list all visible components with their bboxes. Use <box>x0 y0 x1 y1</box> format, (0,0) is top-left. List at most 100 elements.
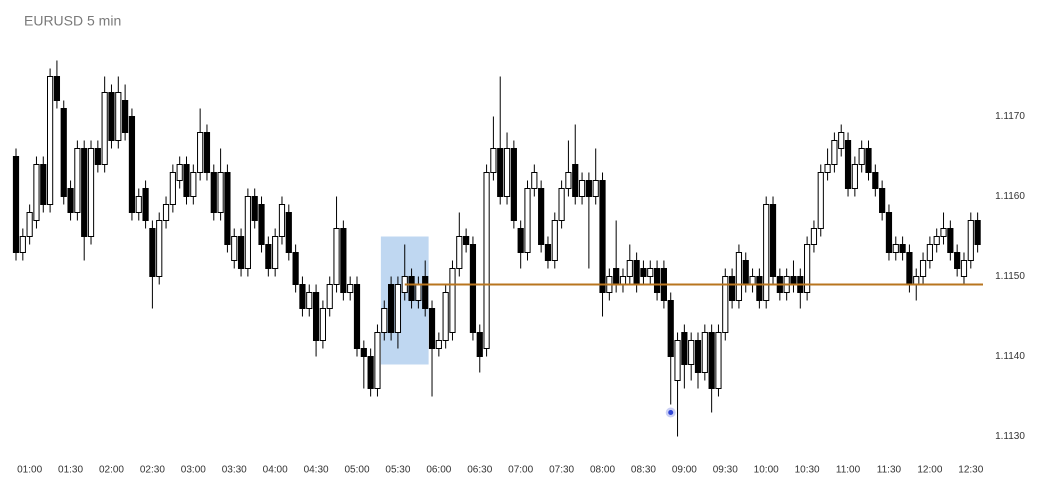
candle-body <box>913 276 920 285</box>
candle-body <box>879 188 886 213</box>
candle-body <box>954 252 961 269</box>
candle-body <box>53 76 61 101</box>
candle-body <box>306 292 313 309</box>
candle-body <box>149 228 156 277</box>
x-tick-label: 05:30 <box>385 465 410 476</box>
candle-body <box>960 260 968 277</box>
candle-body <box>585 180 592 197</box>
x-tick-label: 05:00 <box>344 465 369 476</box>
candle-body <box>674 340 681 381</box>
candle-body <box>162 204 170 221</box>
x-tick-label: 04:30 <box>304 465 329 476</box>
x-tick-label: 07:00 <box>508 465 533 476</box>
candle-body <box>101 92 108 165</box>
x-tick-label: 11:30 <box>877 465 902 476</box>
candle-body <box>415 284 422 301</box>
candle-body <box>251 196 258 221</box>
candle-body <box>722 276 729 333</box>
candle-body <box>858 148 865 165</box>
candle-body <box>81 148 88 237</box>
candle-body <box>299 284 306 309</box>
candle-body <box>906 252 913 285</box>
candle-body <box>872 172 879 189</box>
candle-body <box>115 92 122 141</box>
candle-body <box>19 236 26 253</box>
candle-body <box>231 236 238 261</box>
candle-body <box>756 276 763 301</box>
candle-body <box>810 228 818 245</box>
x-tick-label: 08:00 <box>590 465 615 476</box>
candle-body <box>538 188 545 245</box>
candle-body <box>224 172 231 245</box>
candle-body <box>694 340 702 373</box>
y-tick-label: 1.1150 <box>995 271 1025 282</box>
candle-body <box>197 132 204 173</box>
candle-body <box>749 276 756 285</box>
candle-body <box>108 92 115 141</box>
candle-body <box>394 284 402 333</box>
x-tick-label: 12:00 <box>917 465 942 476</box>
candle-body <box>592 180 599 197</box>
candle-body <box>237 236 245 269</box>
candle-body <box>517 228 524 253</box>
candle-body <box>940 228 947 237</box>
candle-body <box>790 276 797 285</box>
candle-body <box>831 140 838 165</box>
candle-body <box>367 356 374 389</box>
x-tick-label: 10:30 <box>795 465 820 476</box>
candle-body <box>742 260 749 285</box>
candle-body <box>47 76 54 205</box>
candle-body <box>87 148 95 237</box>
x-tick-label: 01:30 <box>58 465 83 476</box>
candle-body <box>340 228 347 293</box>
x-tick-label: 07:30 <box>549 465 574 476</box>
candle-body <box>210 172 217 213</box>
candle-body <box>640 268 647 277</box>
candle-body <box>428 308 436 349</box>
candle-body <box>388 284 395 333</box>
candle-body <box>217 172 224 213</box>
candle-body <box>708 332 715 389</box>
candle-body <box>292 252 299 285</box>
candle-body <box>619 276 627 285</box>
candle-body <box>565 172 572 189</box>
candle-body <box>94 148 101 165</box>
candle-body <box>353 284 361 349</box>
candle-body <box>715 332 722 389</box>
candle-body <box>524 188 531 253</box>
x-tick-label: 10:00 <box>754 465 779 476</box>
candle-body <box>374 332 381 389</box>
candle-body <box>67 188 74 213</box>
candle-body <box>326 284 333 309</box>
candle-body <box>381 308 388 333</box>
candle-body <box>312 292 320 341</box>
x-tick-label: 02:00 <box>99 465 124 476</box>
candle-body <box>804 244 811 293</box>
candle-body <box>551 220 558 261</box>
candle-body <box>142 188 149 221</box>
candle-body <box>844 140 852 189</box>
candle-body <box>626 260 633 277</box>
candle-body <box>769 204 777 277</box>
candle-body <box>74 148 81 213</box>
candle-body <box>40 164 47 205</box>
candle-body <box>190 172 197 197</box>
x-tick-label: 12:30 <box>958 465 983 476</box>
candle-body <box>26 212 33 237</box>
candle-body <box>919 260 927 277</box>
x-tick-label: 02:30 <box>140 465 165 476</box>
candle-body <box>33 164 40 221</box>
x-tick-label: 04:00 <box>263 465 288 476</box>
marker-dot <box>668 410 674 415</box>
x-tick-label: 09:00 <box>672 465 697 476</box>
candle-body <box>763 204 770 301</box>
candle-body <box>203 132 211 173</box>
x-tick-label: 06:00 <box>426 465 451 476</box>
candle-body <box>258 204 265 245</box>
x-tick-label: 06:30 <box>467 465 492 476</box>
candle-body <box>892 244 899 253</box>
candle-body <box>497 148 504 197</box>
candle-body <box>838 132 845 149</box>
y-tick-label: 1.1140 <box>995 351 1025 362</box>
